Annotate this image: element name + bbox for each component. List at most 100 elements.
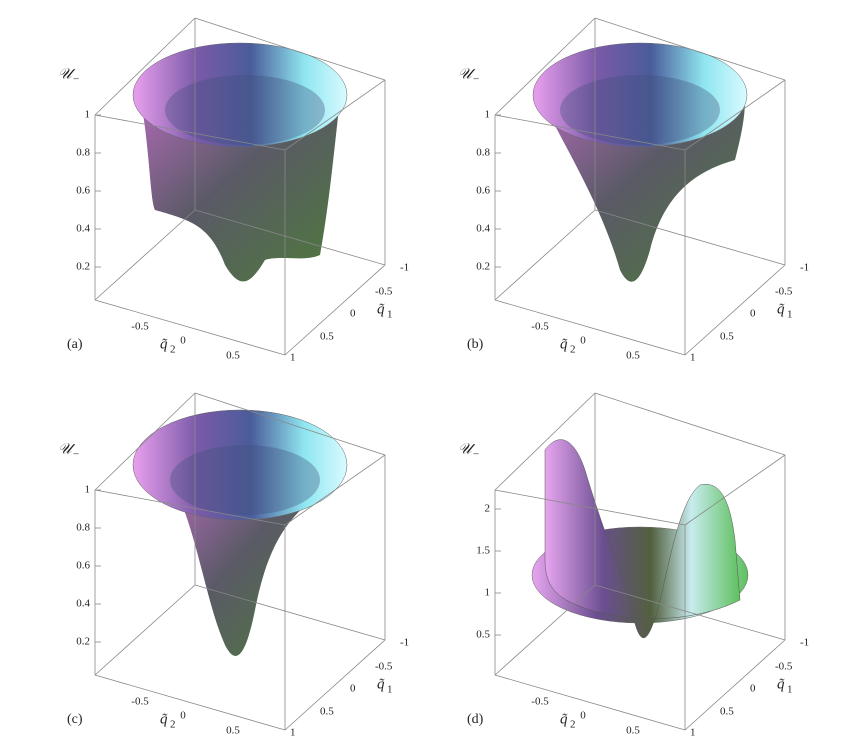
box-edge (284, 454, 386, 526)
z-tick-label: 0.4 (476, 223, 490, 235)
z-axis-label: 𝒰 (58, 66, 76, 82)
q1-tick-label: -0.5 (775, 286, 793, 298)
q1-axis-label-sub: 1 (387, 684, 393, 696)
box-edge (684, 79, 786, 151)
q1-axis-label: q̃ (377, 676, 385, 692)
z-tick-label: 1 (485, 109, 491, 121)
box-edge (94, 209, 196, 301)
q1-tick-label: 1 (690, 352, 696, 364)
box-edge (194, 17, 386, 81)
z-axis-label: 𝒰 (58, 441, 76, 457)
q1-tick-label: 0.5 (720, 331, 734, 343)
panel-label: (d) (467, 712, 484, 727)
q1-tick-label: -1 (800, 637, 809, 649)
q2-tick-label: 0.5 (626, 725, 640, 737)
box-edge (494, 114, 686, 151)
z-axis-label-sub: − (73, 449, 79, 461)
q2-tick-label: -0.5 (131, 321, 149, 333)
z-tick-label: 0.6 (76, 185, 90, 197)
z-axis-label: 𝒰 (458, 66, 476, 82)
box-edge (94, 584, 196, 676)
z-tick-label: 1.5 (476, 545, 490, 557)
q1-tick-label: -1 (400, 637, 409, 649)
box-edge (594, 209, 786, 266)
box-edge (594, 584, 786, 641)
z-tick-label: 0.6 (476, 185, 490, 197)
box-edge (494, 674, 686, 731)
z-axis-label-sub: − (473, 449, 479, 461)
q1-axis-label-sub: 1 (387, 309, 393, 321)
panel-label: (a) (67, 337, 83, 352)
box-edge (284, 264, 386, 356)
panel-label: (b) (467, 337, 484, 352)
q2-tick-label: -0.5 (531, 321, 549, 333)
z-axis-label: 𝒰 (458, 441, 476, 457)
box-edge (494, 17, 596, 116)
q2-axis-label: q̃ (560, 711, 568, 727)
surface-d (531, 439, 749, 638)
q1-tick-label: 0.5 (720, 706, 734, 718)
q1-axis-label-sub: 1 (787, 684, 793, 696)
q2-axis-label-sub: 2 (170, 344, 176, 356)
z-tick-label: 0.6 (76, 560, 90, 572)
z-tick-label: 0.5 (476, 629, 490, 641)
surface-b (532, 42, 748, 282)
box-edge (194, 209, 386, 266)
q1-axis-label-sub: 1 (787, 309, 793, 321)
q1-tick-label: 0.5 (320, 706, 334, 718)
q2-tick-label: 0.5 (226, 350, 240, 362)
box-edge (494, 299, 686, 356)
q1-tick-label: 1 (290, 727, 296, 739)
q1-axis-label: q̃ (777, 301, 785, 317)
q2-axis-label: q̃ (560, 336, 568, 352)
q2-axis-label: q̃ (160, 336, 168, 352)
panel: 10.80.60.40.2 -1-0.500.51-0.500.5𝒰 −q̃ 2q̃ 1… (458, 17, 809, 364)
box-edge (94, 114, 286, 151)
box-edge (94, 299, 286, 356)
box-edge (494, 489, 686, 526)
box-edge (284, 79, 386, 151)
box-edge (494, 209, 596, 301)
q1-tick-label: 0 (350, 683, 356, 695)
q1-axis-label: q̃ (377, 301, 385, 317)
panel: 10.80.60.40.2 -1-0.500.51-0.500.5𝒰 −q̃ 2q̃ 1… (58, 17, 409, 364)
z-tick-label: 0.8 (76, 147, 90, 159)
surface-c (132, 409, 348, 656)
q2-tick-label: 0.5 (626, 350, 640, 362)
box-edge (494, 392, 596, 491)
panel: 21.510.5-1-0.500.51-0.500.5𝒰 −q̃ 2q̃ 1(d) (458, 392, 809, 739)
panel: 10.80.60.40.2 -1-0.500.51-0.500.5𝒰 −q̃ 2q̃ 1… (58, 392, 409, 739)
q1-tick-label: 0 (350, 308, 356, 320)
panel-label: (c) (67, 712, 83, 727)
q1-tick-label: 1 (690, 727, 696, 739)
box-edge (594, 392, 786, 456)
z-tick-label: 0.2 (76, 636, 90, 648)
z-tick-label: 0.8 (76, 522, 90, 534)
z-tick-label: 0.4 (76, 223, 90, 235)
box-edge (594, 17, 786, 81)
q1-tick-label: -1 (800, 262, 809, 274)
q1-axis-label: q̃ (777, 676, 785, 692)
q1-tick-label: -0.5 (375, 286, 393, 298)
q2-axis-label-sub: 2 (570, 344, 576, 356)
box-edge (684, 454, 786, 526)
z-tick-label: 2 (485, 503, 491, 515)
box-edge (284, 639, 386, 731)
box-edge (684, 639, 786, 731)
q2-axis-label-sub: 2 (570, 719, 576, 731)
q2-tick-label: 0 (580, 710, 586, 722)
q1-tick-label: 0 (750, 308, 756, 320)
box-edge (684, 264, 786, 356)
z-tick-label: 0.2 (76, 261, 90, 273)
box-edge (94, 17, 196, 116)
z-tick-label: 1 (85, 484, 91, 496)
q2-tick-label: 0.5 (226, 725, 240, 737)
z-tick-label: 0.8 (476, 147, 490, 159)
box-edge (194, 584, 386, 641)
q2-tick-label: -0.5 (131, 696, 149, 708)
q2-tick-label: 0 (180, 710, 186, 722)
q1-tick-label: 0 (750, 683, 756, 695)
surface-a (132, 42, 348, 282)
box-edge (94, 674, 286, 731)
